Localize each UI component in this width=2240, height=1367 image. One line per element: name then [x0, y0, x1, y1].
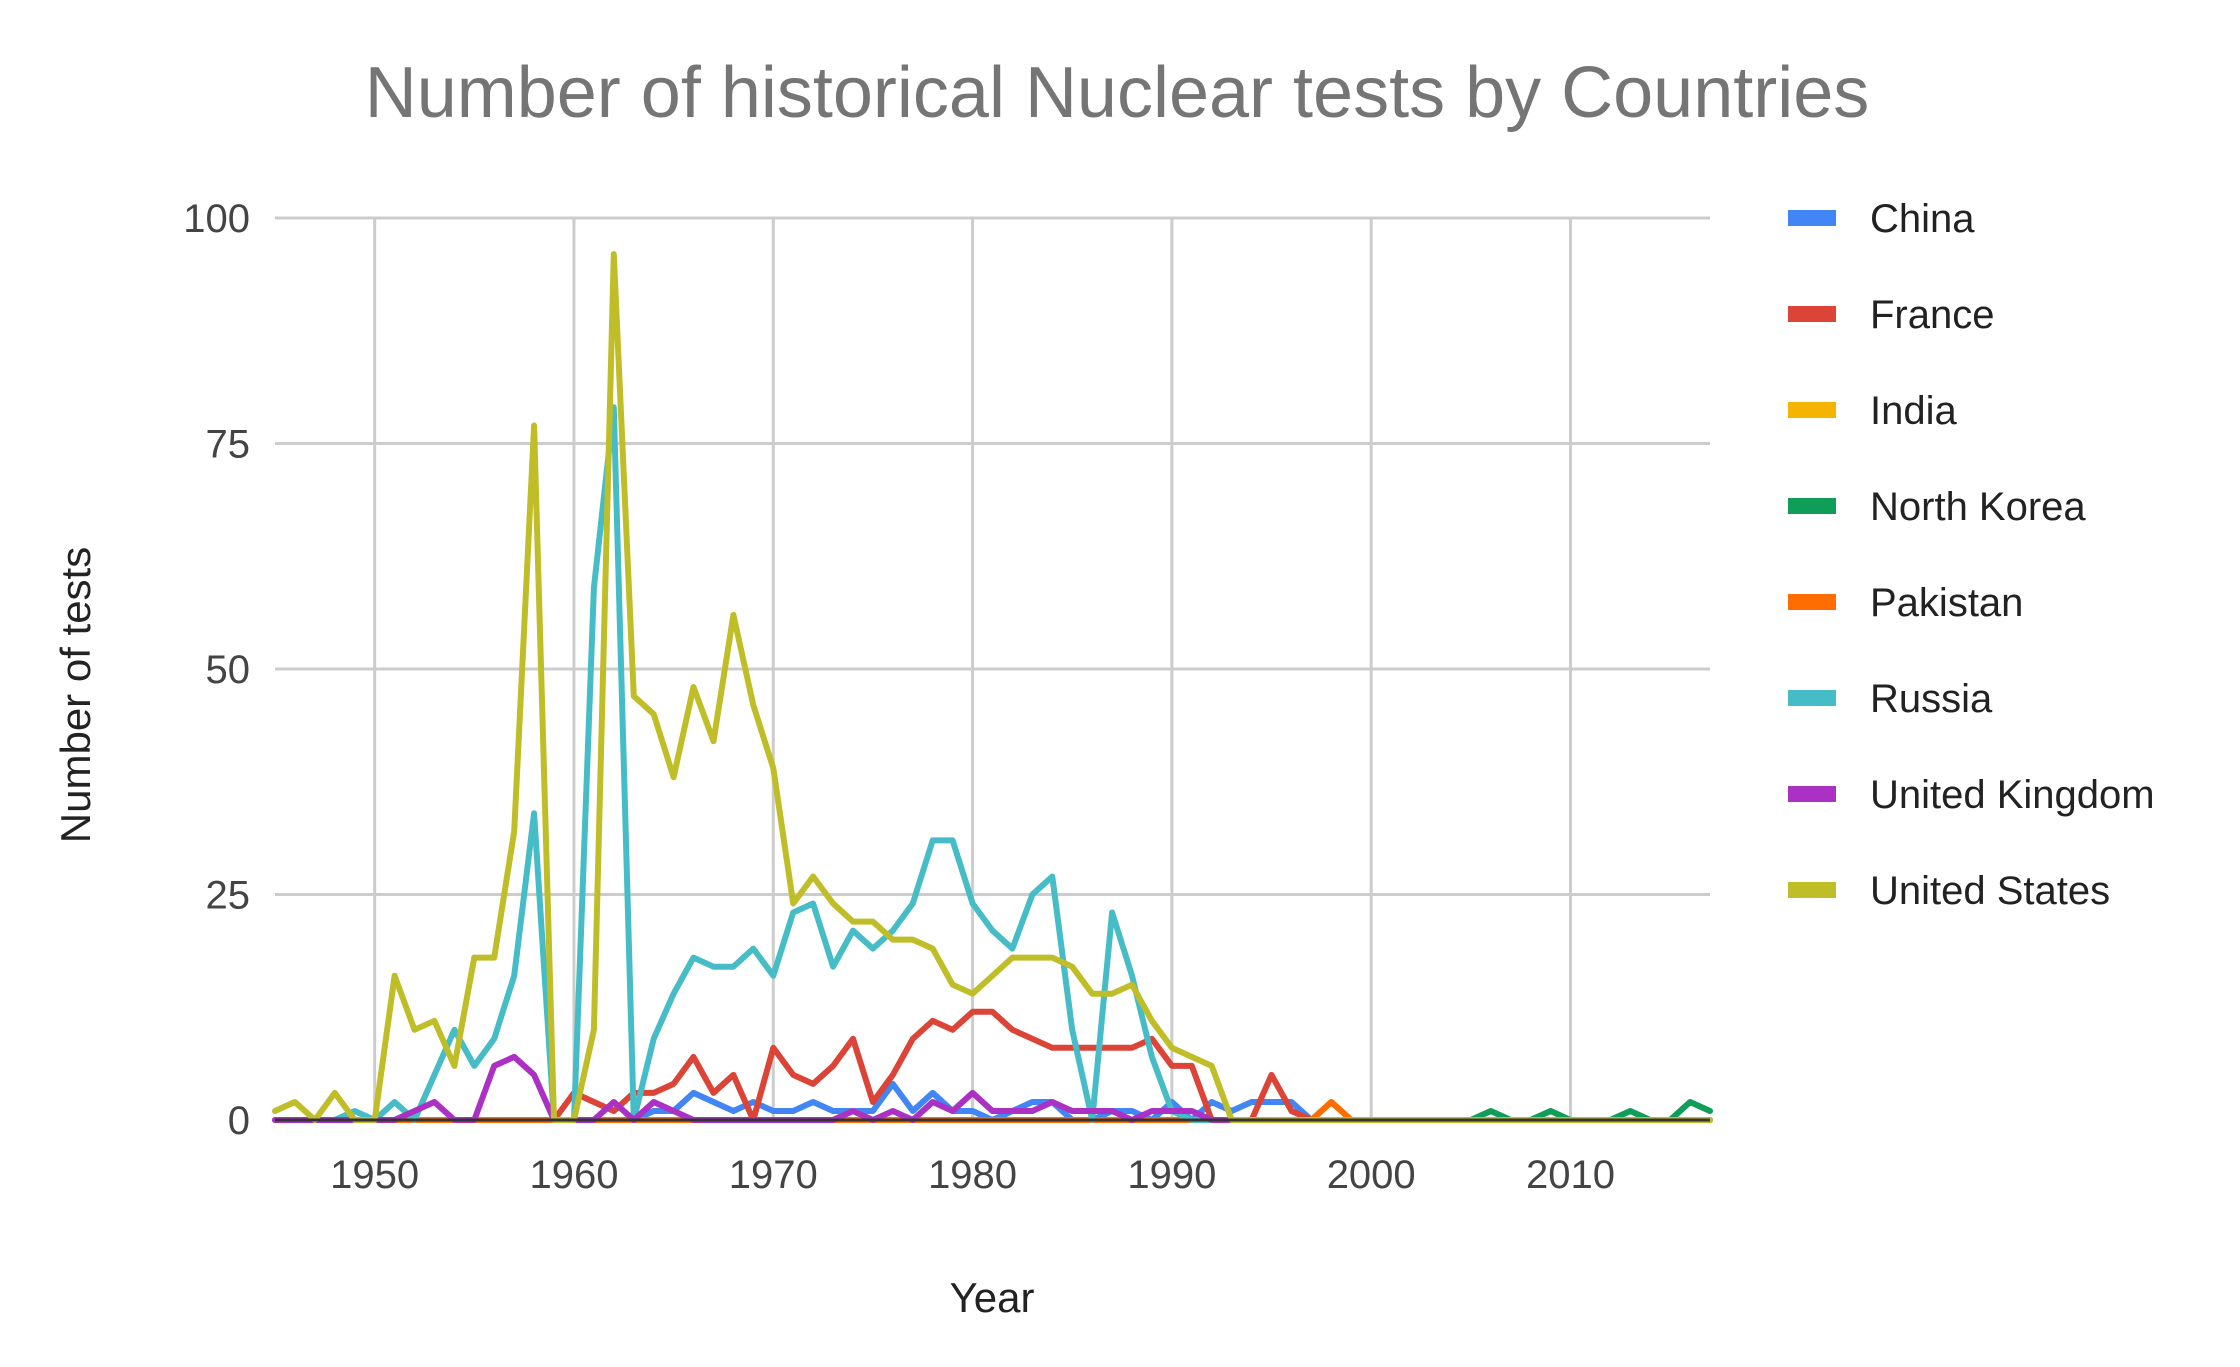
- series-line-united-states: [272, 251, 1713, 1123]
- x-tick-label: 2010: [1526, 1153, 1615, 1197]
- legend-swatch: [1788, 498, 1836, 514]
- legend-item-russia: Russia: [1788, 677, 1993, 721]
- x-tick-label: 1960: [529, 1153, 618, 1197]
- legend-item-united-kingdom: United Kingdom: [1788, 773, 2155, 817]
- chart-title: Number of historical Nuclear tests by Co…: [365, 53, 1870, 133]
- legend-swatch: [1788, 210, 1836, 226]
- legend-swatch: [1788, 882, 1836, 898]
- series-lines: [272, 251, 1713, 1123]
- legend-label: China: [1870, 197, 1975, 241]
- legend-swatch: [1788, 306, 1836, 322]
- legend-item-pakistan: Pakistan: [1788, 581, 2023, 625]
- y-tick-label: 25: [206, 874, 251, 918]
- legend-item-china: China: [1788, 197, 1975, 241]
- legend-label: Pakistan: [1870, 581, 2023, 625]
- x-axis-title: Year: [950, 1274, 1035, 1321]
- y-tick-label: 75: [206, 423, 251, 467]
- legend-label: United Kingdom: [1870, 773, 2155, 817]
- y-tick-label: 0: [228, 1099, 250, 1143]
- legend-swatch: [1788, 786, 1836, 802]
- legend-item-india: India: [1788, 389, 1957, 433]
- series-line-france: [272, 1008, 1713, 1123]
- legend: China France India North Korea Pakistan Russi…: [1788, 197, 2155, 913]
- y-axis-title: Number of tests: [52, 547, 99, 843]
- x-tick-label: 1950: [330, 1153, 419, 1197]
- x-tick-label: 1990: [1127, 1153, 1216, 1197]
- legend-item-france: France: [1788, 293, 1995, 337]
- grid: [275, 216, 1710, 1120]
- legend-label: North Korea: [1870, 485, 2086, 529]
- legend-swatch: [1788, 690, 1836, 706]
- x-tick-label: 2000: [1327, 1153, 1416, 1197]
- x-tick-label: 1970: [729, 1153, 818, 1197]
- legend-item-north-korea: North Korea: [1788, 485, 2086, 529]
- legend-label: Russia: [1870, 677, 1993, 721]
- legend-label: India: [1870, 389, 1957, 433]
- legend-item-united-states: United States: [1788, 869, 2110, 913]
- legend-swatch: [1788, 594, 1836, 610]
- x-tick-label: 1980: [928, 1153, 1017, 1197]
- y-tick-label: 50: [206, 648, 251, 692]
- y-tick-label: 100: [183, 197, 250, 241]
- axis-ticks: 0 25 50 75 100 1950 1960 1970 1980 1990 2000 2010: [183, 197, 1615, 1197]
- legend-label: France: [1870, 293, 1995, 337]
- legend-swatch: [1788, 402, 1836, 418]
- legend-label: United States: [1870, 869, 2110, 913]
